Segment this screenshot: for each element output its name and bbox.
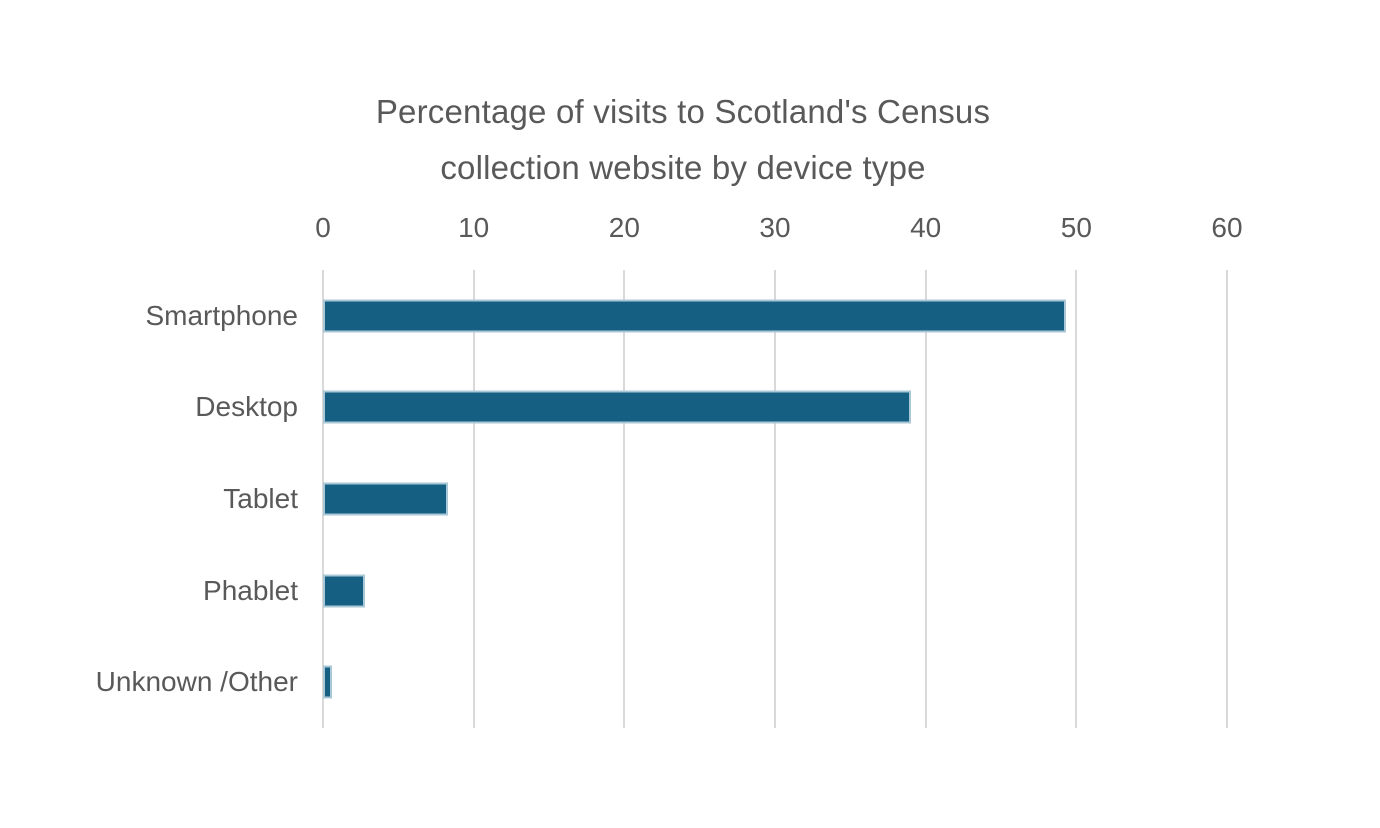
bar-row-tablet	[323, 453, 1227, 545]
bar-row-desktop	[323, 362, 1227, 454]
bar-row-unknown-other	[323, 636, 1227, 728]
gridline	[774, 270, 776, 728]
x-tick-label-50: 50	[1060, 212, 1092, 243]
gridline	[623, 270, 626, 728]
category-label-phablet: Phablet	[203, 574, 298, 606]
bar-smartphone	[323, 299, 1066, 333]
category-label-desktop: Desktop	[195, 391, 298, 423]
x-tick-label-10: 10	[458, 212, 490, 243]
category-label-unknown-other: Unknown /Other	[95, 666, 298, 698]
bar-desktop	[323, 390, 911, 424]
category-labels: Smartphone Desktop Tablet Phablet Unknown /O…	[0, 270, 298, 728]
gridline	[924, 270, 927, 728]
x-tick-label-40: 40	[910, 212, 942, 243]
plot-area	[322, 270, 1228, 728]
x-tick-label-20: 20	[608, 212, 640, 243]
bar-row-smartphone	[323, 270, 1227, 362]
x-tick-label-30: 30	[759, 212, 791, 243]
category-label-tablet: Tablet	[223, 482, 298, 514]
gridline	[1226, 270, 1228, 728]
chart-title-line-2: collection website by device type	[440, 149, 926, 186]
category-label-smartphone: Smartphone	[145, 299, 298, 331]
bar-unknown-other	[323, 665, 333, 699]
bar-phablet	[323, 574, 366, 608]
bar-row-phablet	[323, 545, 1227, 637]
x-axis: 0 10 20 30 40 50 60	[315, 212, 1242, 244]
gridline	[472, 270, 475, 728]
x-tick-label-60: 60	[1211, 212, 1243, 243]
bar-tablet	[323, 482, 449, 516]
x-tick-label-0: 0	[315, 212, 331, 243]
chart-title: Percentage of visits to Scotland's Censu…	[0, 84, 1366, 196]
chart-title-line-1: Percentage of visits to Scotland's Censu…	[375, 93, 991, 130]
gridline	[1075, 270, 1078, 728]
